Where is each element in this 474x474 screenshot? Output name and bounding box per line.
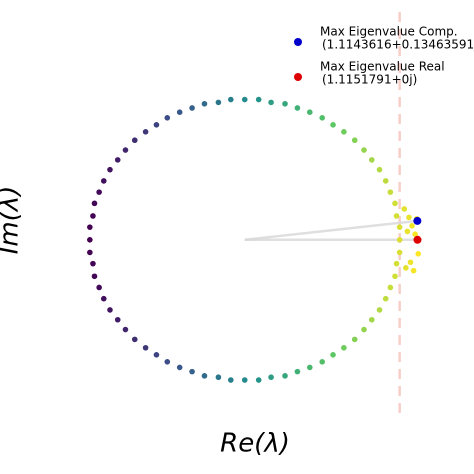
point	[319, 114, 325, 121]
point	[268, 99, 274, 106]
point	[189, 368, 195, 375]
point	[410, 267, 417, 274]
point	[114, 316, 121, 323]
point	[404, 228, 411, 235]
point	[282, 100, 288, 107]
highlight-point	[413, 235, 422, 244]
point	[307, 364, 313, 371]
point	[368, 316, 375, 323]
point	[406, 214, 412, 221]
y-axis-label: Im(λ)	[0, 186, 25, 255]
point	[176, 109, 183, 115]
point	[153, 122, 160, 128]
point	[415, 251, 422, 257]
point	[90, 213, 96, 219]
point	[282, 373, 288, 379]
point	[142, 129, 149, 135]
point	[91, 273, 98, 280]
point	[91, 200, 98, 207]
point	[241, 96, 248, 103]
legend-detail: (1.1151791+0j)	[322, 73, 417, 87]
point	[164, 359, 171, 365]
point	[176, 364, 183, 371]
point	[401, 206, 408, 212]
point	[87, 224, 93, 230]
point	[396, 224, 403, 230]
point	[255, 377, 262, 383]
ray	[244, 219, 418, 242]
point	[409, 222, 415, 229]
point	[96, 189, 102, 195]
point	[87, 237, 93, 243]
point	[142, 344, 149, 351]
point	[393, 260, 400, 267]
point	[201, 100, 208, 107]
point	[201, 373, 208, 379]
point	[396, 249, 403, 256]
point	[376, 166, 383, 173]
point	[114, 157, 121, 163]
point	[361, 326, 367, 333]
point	[387, 284, 394, 291]
point	[215, 99, 222, 106]
point	[255, 96, 262, 103]
point	[319, 359, 325, 365]
point	[100, 178, 107, 184]
point	[131, 137, 138, 144]
point	[330, 122, 336, 128]
point	[122, 147, 129, 153]
point	[228, 377, 234, 383]
legend-marker	[294, 73, 302, 81]
point	[393, 213, 400, 219]
point	[268, 374, 274, 381]
point	[96, 284, 102, 291]
point	[376, 307, 383, 313]
point	[392, 273, 398, 280]
legend-marker	[294, 38, 302, 46]
point	[412, 231, 418, 237]
legend-detail: (1.1143616+0.13463591j)	[322, 38, 474, 52]
point	[107, 166, 113, 173]
point	[351, 336, 358, 343]
point	[403, 265, 409, 271]
highlight-point	[413, 216, 422, 225]
point	[294, 368, 301, 375]
point	[330, 351, 336, 358]
point	[341, 129, 347, 135]
point	[228, 96, 234, 103]
point	[307, 109, 313, 115]
point	[90, 260, 96, 267]
point	[407, 259, 414, 266]
point	[87, 249, 93, 256]
point	[122, 326, 129, 333]
point	[189, 105, 195, 111]
point	[215, 374, 222, 381]
legend-label: Max Eigenvalue Comp.	[320, 25, 458, 39]
x-axis-label: Re(λ)	[220, 429, 290, 459]
point	[153, 351, 160, 358]
point	[368, 157, 375, 163]
point	[241, 377, 248, 383]
point	[387, 189, 394, 195]
point	[351, 137, 358, 144]
point	[131, 336, 138, 343]
point	[294, 105, 301, 111]
point	[341, 344, 347, 351]
point	[382, 295, 389, 302]
point	[396, 237, 403, 243]
point	[100, 295, 107, 302]
legend-label: Max Eigenvalue Real	[320, 60, 445, 74]
point	[361, 147, 367, 153]
point	[164, 114, 171, 121]
point	[382, 178, 389, 184]
point	[392, 200, 398, 207]
point	[107, 307, 113, 313]
